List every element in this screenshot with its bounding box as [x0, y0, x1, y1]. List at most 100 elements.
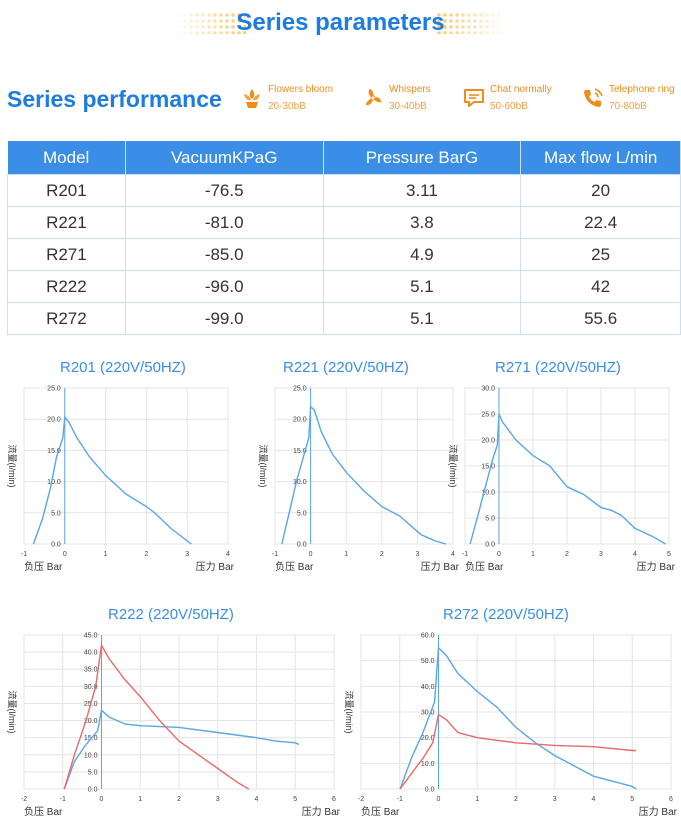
table-cell: -81.0: [125, 206, 324, 239]
x-tick-label: 5: [667, 551, 671, 558]
x-tick-label: 2: [380, 551, 384, 558]
table-cell: 3.8: [323, 206, 522, 239]
y-tick-label: 35.0: [84, 667, 98, 674]
y-tick-label: 15.0: [293, 448, 307, 455]
table-cell: -85.0: [125, 238, 324, 271]
noise-level-db: 30-40bB: [389, 101, 427, 112]
y-tick-label: 0.0: [297, 542, 307, 549]
chart-r271: 0.0 5.0 10.0 15.0 20.0 25.0 30.0 -1 0 1 2 3 4 5 流量(l/m…: [448, 386, 676, 574]
series-line-blue: [32, 415, 192, 545]
y-tick-label: 5.0: [485, 516, 495, 523]
x-tick-label: 6: [669, 796, 673, 803]
table-cell: R272: [7, 302, 126, 335]
y-tick-label: 20.0: [293, 417, 307, 424]
y-tick-label: 0.0: [425, 787, 435, 794]
x-tick-label: 4: [451, 551, 455, 558]
x-tick-label: 2: [144, 551, 148, 558]
chart-title-r272: R272 (220V/50HZ): [443, 606, 569, 623]
x-tick-label: 4: [592, 796, 596, 803]
table-cell: 4.9: [323, 238, 522, 271]
y-tick-label: 10.0: [293, 479, 307, 486]
table-row: R222 -96.0 5.1 42: [7, 270, 681, 303]
y-tick-label: 20.0: [481, 438, 495, 445]
table-cell: 20: [520, 174, 681, 207]
y-tick-label: 10.0: [84, 752, 98, 759]
y-tick-label: 15.0: [481, 464, 495, 471]
y-tick-label: 30.0: [421, 710, 435, 717]
noise-level-name: Flowers bloom: [268, 84, 334, 95]
series-line-blue: [399, 646, 637, 790]
table-cell: 25: [520, 238, 681, 271]
noise-level-name: Chat normally: [490, 84, 552, 95]
y-axis-label: 流量(l/min): [344, 691, 355, 734]
chat-icon: [464, 89, 484, 107]
chart-r201: 0.0 5.0 10.0 15.0 20.0 25.0 -1 0 1 2 3 4 流量(l/min) 负压…: [7, 386, 235, 574]
y-tick-label: 0.0: [51, 542, 61, 549]
y-tick-label: 50.0: [421, 658, 435, 665]
y-axis-label: 流量(l/min): [7, 445, 18, 488]
series-line-red: [399, 713, 637, 790]
x-tick-label: 3: [216, 796, 220, 803]
y-tick-label: 25.0: [481, 412, 495, 419]
table-cell: 3.11: [323, 174, 522, 207]
y-tick-label: 10.0: [421, 761, 435, 768]
x-tick-label: 1: [138, 796, 142, 803]
x-tick-label: 3: [415, 551, 419, 558]
table-cell: -99.0: [125, 302, 324, 335]
x-tick-label: 6: [332, 796, 336, 803]
x-tick-label: 3: [553, 796, 557, 803]
x-tick-label: 4: [226, 551, 230, 558]
x-tick-label: -1: [60, 796, 66, 803]
fan-icon: [366, 89, 381, 106]
y-tick-label: 5.0: [297, 510, 307, 517]
x-axis-label-left: 负压 Bar: [275, 560, 314, 573]
x-tick-label: 4: [255, 796, 259, 803]
table-cell: -96.0: [125, 270, 324, 303]
x-tick-label: -1: [21, 551, 27, 558]
table-cell: R221: [7, 206, 126, 239]
y-axis-label: 流量(l/min): [7, 691, 18, 734]
table-cell: 42: [520, 270, 681, 303]
column-header: VacuumKPaG: [125, 141, 324, 175]
y-tick-label: 10.0: [47, 479, 61, 486]
x-tick-label: 5: [293, 796, 297, 803]
x-axis-label-left: 负压 Bar: [24, 560, 63, 573]
section-header: Series parameters: [0, 6, 681, 40]
noise-level-name: Telephone ring: [609, 84, 675, 95]
y-tick-label: 40.0: [421, 684, 435, 691]
y-tick-label: 20.0: [84, 718, 98, 725]
y-tick-label: 40.0: [84, 650, 98, 657]
table-cell: R222: [7, 270, 126, 303]
flower-icon: [244, 89, 260, 108]
performance-table: Model VacuumKPaG Pressure BarG Max flow …: [7, 141, 681, 335]
y-tick-label: 15.0: [47, 448, 61, 455]
chart-title-r271: R271 (220V/50HZ): [495, 359, 621, 376]
y-axis-label: 流量(l/min): [258, 445, 269, 488]
y-tick-label: 20.0: [421, 735, 435, 742]
y-tick-label: 30.0: [84, 684, 98, 691]
y-tick-label: 5.0: [51, 510, 61, 517]
noise-level-db: 50-60bB: [490, 101, 528, 112]
x-tick-label: 2: [177, 796, 181, 803]
x-axis-label-left: 负压 Bar: [361, 805, 400, 818]
x-tick-label: 0: [63, 551, 67, 558]
y-tick-label: 25.0: [47, 386, 61, 393]
table-row: R201 -76.5 3.11 20: [7, 174, 681, 207]
x-tick-label: -2: [358, 796, 364, 803]
table-row: R271 -85.0 4.9 25: [7, 238, 681, 271]
table-cell: 22.4: [520, 206, 681, 239]
series-line-blue: [281, 405, 447, 545]
x-tick-label: 2: [514, 796, 518, 803]
x-tick-label: 1: [344, 551, 348, 558]
y-tick-label: 25.0: [293, 386, 307, 393]
x-axis-label-right: 压力 Bar: [639, 805, 678, 818]
x-tick-label: 0: [309, 551, 313, 558]
chart-r222: 0.05.010.015.020.025.030.035.040.045.0-2…: [7, 633, 341, 819]
table-cell: 55.6: [520, 302, 681, 335]
chart-title-r221: R221 (220V/50HZ): [283, 359, 409, 376]
table-header-row: Model VacuumKPaG Pressure BarG Max flow …: [7, 141, 681, 175]
x-axis-label-right: 压力 Bar: [302, 805, 341, 818]
x-axis-label-right: 压力 Bar: [421, 560, 460, 573]
plot-area: [274, 387, 454, 545]
table-cell: -76.5: [125, 174, 324, 207]
